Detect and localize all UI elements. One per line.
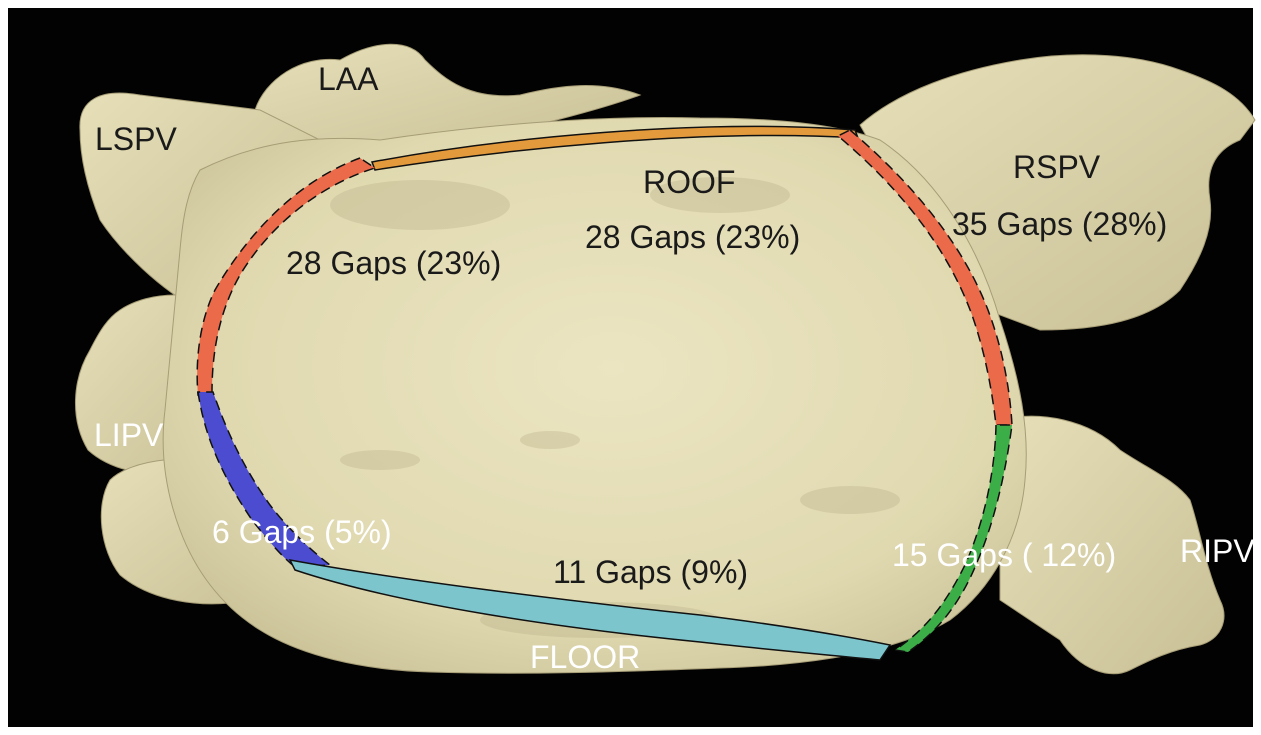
roof-gaps-label: 28 Gaps (23%) xyxy=(585,219,800,255)
laa-appendage xyxy=(254,43,642,151)
floor-gaps-label: 11 Gaps (9%) xyxy=(553,554,748,590)
ripv-vein xyxy=(999,415,1225,675)
right-anterior-gaps-label: 35 Gaps (28%) xyxy=(952,206,1167,242)
left-posterior-line xyxy=(197,391,333,568)
ablation-lines xyxy=(196,125,1013,661)
right-posterior-line xyxy=(892,424,1013,653)
label-floor: FLOOR xyxy=(530,639,640,675)
label-roof: ROOF xyxy=(643,164,735,200)
gap-labels: 28 Gaps (23%) 28 Gaps (23%) 35 Gaps (28%… xyxy=(212,206,1167,590)
floor-line xyxy=(288,558,892,661)
label-lipv: LIPV xyxy=(94,417,164,453)
label-laa: LAA xyxy=(318,61,379,97)
right-posterior-gaps-label: 15 Gaps ( 12%) xyxy=(892,537,1116,573)
left-posterior-gaps-label: 6 Gaps (5%) xyxy=(212,514,392,550)
label-lspv: LSPV xyxy=(95,121,177,157)
label-rspv: RSPV xyxy=(1013,149,1101,185)
label-ripv: RIPV xyxy=(1180,533,1255,569)
vein-labels: LAA LSPV LIPV RSPV RIPV ROOF FLOOR xyxy=(94,61,1255,675)
left-anterior-gaps-label: 28 Gaps (23%) xyxy=(286,245,501,281)
right-anterior-line xyxy=(836,129,1013,426)
